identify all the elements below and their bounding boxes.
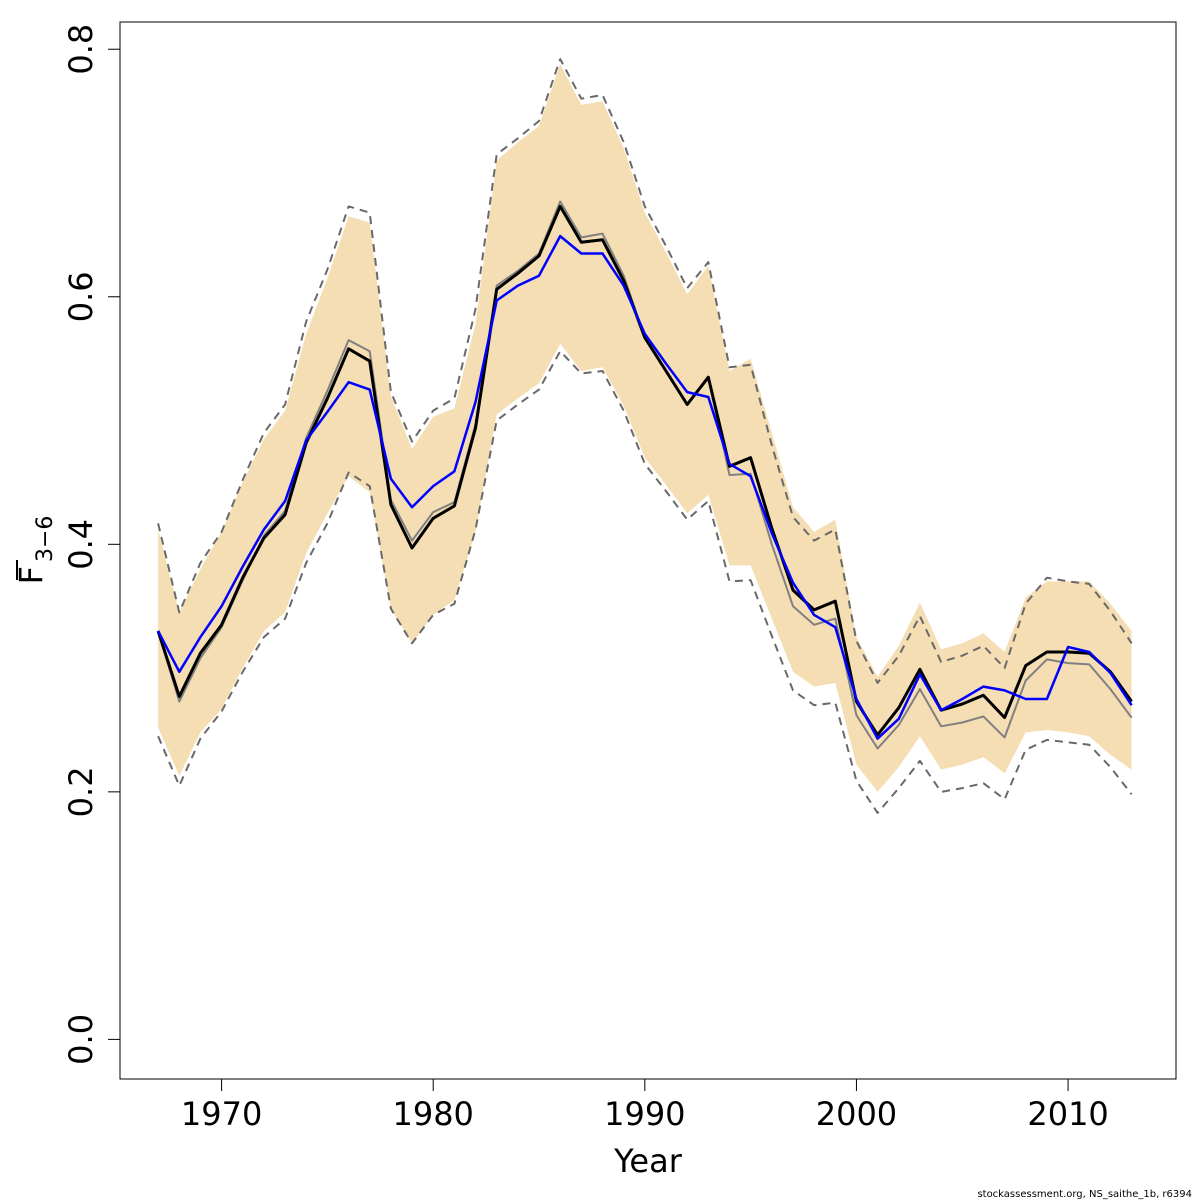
y-axis-title-subscript: 3−6 [33,516,58,562]
confidence-band [158,64,1132,792]
x-tick-label: 1980 [392,1095,473,1133]
x-tick-label: 2010 [1027,1095,1108,1133]
y-tick-label: 0.8 [62,24,100,75]
footer-credit: stockassessment.org, NS_saithe_1b, r6394 [977,1189,1192,1200]
x-axis-title: Year [613,1142,683,1180]
y-axis: 0.0 0.2 0.4 0.6 0.8 [62,24,121,1065]
y-tick-label: 0.4 [62,519,100,570]
x-tick-label: 2000 [816,1095,897,1133]
y-axis-title: F 3−6 [12,516,58,585]
y-tick-label: 0.6 [62,271,100,322]
y-tick-label: 0.2 [62,766,100,817]
y-axis-title-main: F [12,566,50,584]
confidence-band-layer [158,64,1132,792]
lower-bound-dashed-line [157,350,1133,814]
estimate-line-blue [156,234,1133,740]
upper-bound-dashed-line [157,58,1133,684]
y-tick-label: 0.0 [62,1014,100,1065]
x-tick-label: 1970 [181,1095,262,1133]
series-layer [156,58,1133,814]
x-tick-label: 1990 [604,1095,685,1133]
estimate-line-black [156,204,1133,737]
x-axis: 1970 1980 1990 2000 2010 [181,1078,1109,1133]
